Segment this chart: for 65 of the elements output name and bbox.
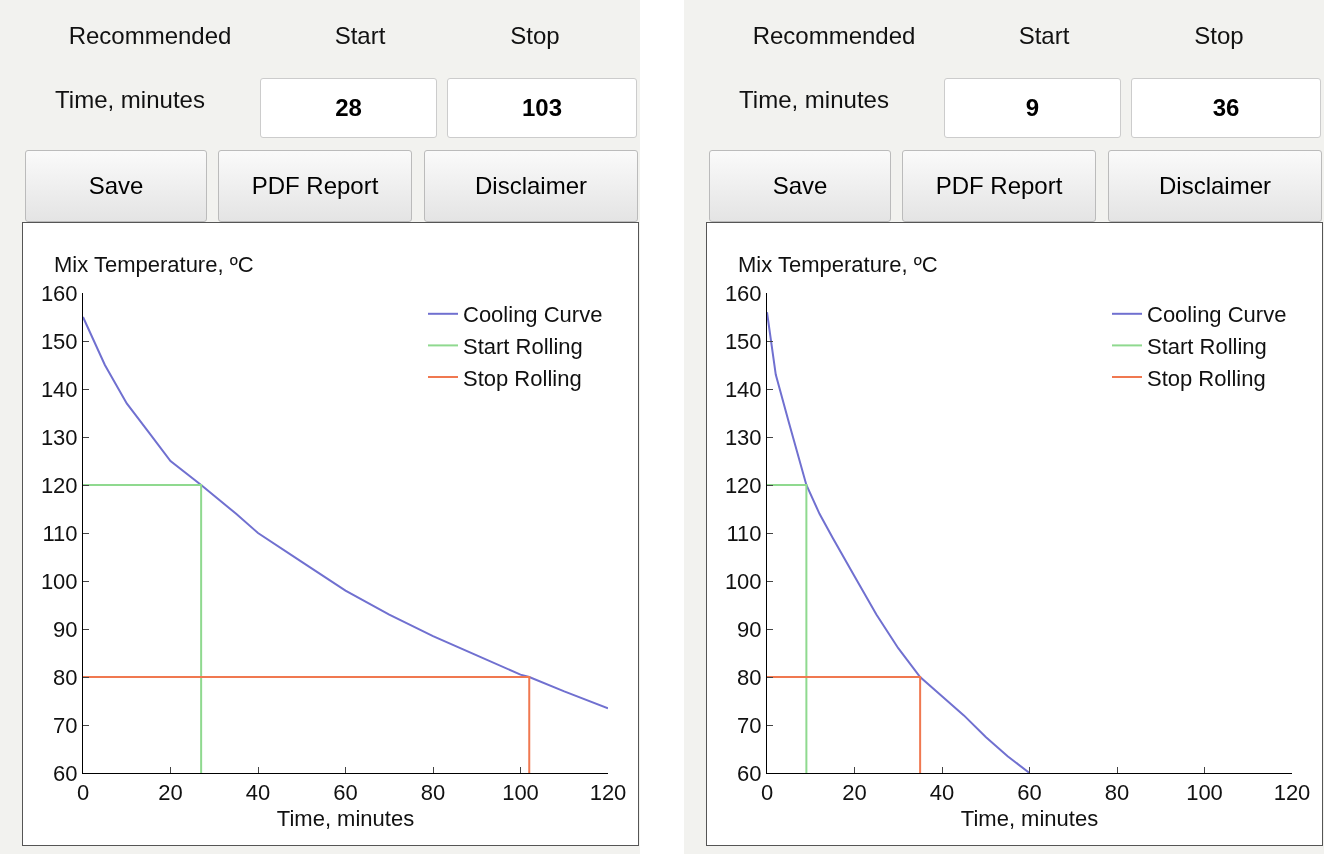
line-series — [767, 311, 1031, 773]
x-tick-label: 100 — [502, 780, 539, 806]
x-tick-label: 60 — [1017, 780, 1042, 806]
text: Time, minutes — [54, 86, 206, 114]
x-tick-label: 100 — [1186, 780, 1223, 806]
y-tick-label: 100 — [40, 568, 78, 594]
legend-label: Cooling Curve — [1147, 302, 1287, 328]
y-tick-label: 110 — [42, 520, 78, 546]
x-tick-label: 80 — [420, 780, 446, 806]
x-axis-title: Time, minutes — [276, 806, 415, 832]
text: Recommended — [67, 22, 233, 50]
y-tick-label: 80 — [737, 664, 762, 690]
legend-label: Stop Rolling — [463, 365, 582, 391]
x-tick-label: 0 — [760, 780, 774, 806]
text: Stop — [1193, 22, 1245, 50]
x-tick-label: 20 — [842, 780, 867, 806]
x-tick-label: 120 — [1273, 780, 1311, 806]
y-tick-label: 60 — [53, 760, 78, 786]
text: Time, minutes — [738, 86, 890, 114]
y-tick-label: 150 — [724, 328, 762, 354]
y-tick-label: 130 — [40, 424, 78, 450]
text: 28 — [260, 78, 437, 138]
x-axis-title: Time, minutes — [960, 806, 1099, 832]
text: Save — [25, 150, 207, 222]
y-tick-label: 140 — [724, 376, 762, 402]
y-tick-label: 120 — [724, 472, 762, 498]
y-tick-label: 70 — [737, 712, 762, 738]
y-tick-label: 110 — [726, 520, 762, 546]
y-tick-label: 160 — [40, 280, 78, 306]
y-tick-label: 130 — [724, 424, 762, 450]
y-axis-title: Mix Temperature, ºC — [738, 252, 938, 277]
legend-label: Start Rolling — [463, 333, 583, 359]
y-tick-label: 100 — [724, 568, 762, 594]
y-tick-label: 120 — [40, 472, 78, 498]
text: Start — [333, 22, 387, 50]
y-tick-label: 70 — [53, 712, 78, 738]
text: Stop — [509, 22, 561, 50]
text: PDF Report — [218, 150, 412, 222]
x-tick-label: 40 — [929, 780, 955, 806]
x-tick-label: 40 — [245, 780, 271, 806]
x-tick-label: 20 — [158, 780, 183, 806]
text: Recommended — [751, 22, 917, 50]
text: Disclaimer — [424, 150, 638, 222]
text: Save — [709, 150, 891, 222]
x-tick-label: 0 — [76, 780, 90, 806]
legend-label: Stop Rolling — [1147, 365, 1266, 391]
text: 36 — [1131, 78, 1321, 138]
y-tick-label: 160 — [724, 280, 762, 306]
y-tick-label: 80 — [53, 664, 78, 690]
y-tick-label: 150 — [40, 328, 78, 354]
x-tick-label: 60 — [333, 780, 358, 806]
text: PDF Report — [902, 150, 1096, 222]
y-tick-label: 140 — [40, 376, 78, 402]
text: Disclaimer — [1108, 150, 1322, 222]
x-tick-label: 120 — [589, 780, 627, 806]
y-tick-label: 90 — [737, 616, 762, 642]
y-axis-title: Mix Temperature, ºC — [54, 252, 254, 277]
text: Start — [1017, 22, 1071, 50]
text: 9 — [944, 78, 1121, 138]
x-tick-label: 80 — [1104, 780, 1130, 806]
y-tick-label: 60 — [737, 760, 762, 786]
text: 103 — [447, 78, 637, 138]
legend-label: Cooling Curve — [463, 302, 603, 328]
y-tick-label: 90 — [53, 616, 78, 642]
legend-label: Start Rolling — [1147, 333, 1267, 359]
